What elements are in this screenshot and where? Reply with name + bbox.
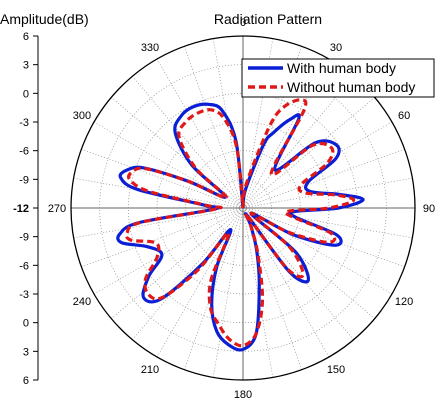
grid-spoke <box>81 148 244 209</box>
radial-tick-label: -3 <box>19 117 29 129</box>
angle-label: 180 <box>234 389 252 399</box>
radial-tick-label: 6 <box>23 375 29 387</box>
angle-label: 210 <box>141 364 159 376</box>
grid-spoke <box>73 207 244 239</box>
angle-label: 240 <box>73 296 91 308</box>
radial-axis-label: Amplitude(dB) <box>0 11 89 27</box>
radial-tick-label: -9 <box>19 174 29 186</box>
radial-tick-label: 0 <box>23 88 29 100</box>
angular-tick-labels: 0 30 60 90 120 150 180 210 240 270 300 330 <box>48 17 435 399</box>
radial-tick-label: 6 <box>23 31 29 43</box>
radial-tick-label: -3 <box>19 289 29 301</box>
radial-axis: 6 3 0 -3 -6 -9 -12 -9 -6 -3 0 3 6 <box>13 31 39 387</box>
series-line-0 <box>116 102 365 352</box>
angle-label: 60 <box>398 110 410 122</box>
angle-label: 0 <box>240 17 246 29</box>
radial-tick-label: -6 <box>19 260 29 272</box>
angle-label: 120 <box>395 296 413 308</box>
legend-label-with-human-body: With human body <box>287 60 396 76</box>
angle-label: 330 <box>141 42 159 54</box>
radial-tick-label: 3 <box>23 346 29 358</box>
angle-label: 30 <box>330 42 342 54</box>
radial-tick-label: -9 <box>19 232 29 244</box>
angle-label: 90 <box>423 203 435 215</box>
legend-label-without-human-body: Without human body <box>287 79 415 95</box>
legend-box <box>241 58 435 98</box>
radial-tick-label: -12 <box>13 203 29 215</box>
outer-circle <box>70 35 416 381</box>
grid-spoke <box>242 148 405 209</box>
angle-label: 270 <box>48 203 66 215</box>
chart-title: Radiation Pattern <box>214 11 322 27</box>
angle-label: 150 <box>327 364 345 376</box>
angle-label: 300 <box>73 110 91 122</box>
radial-tick-label: 3 <box>23 60 29 72</box>
series-layer <box>116 98 365 352</box>
series-line-1 <box>124 98 356 348</box>
radial-tick-label: 0 <box>23 318 29 330</box>
legend: With human body Without human body <box>241 58 435 98</box>
radial-tick-label: -6 <box>19 146 29 158</box>
